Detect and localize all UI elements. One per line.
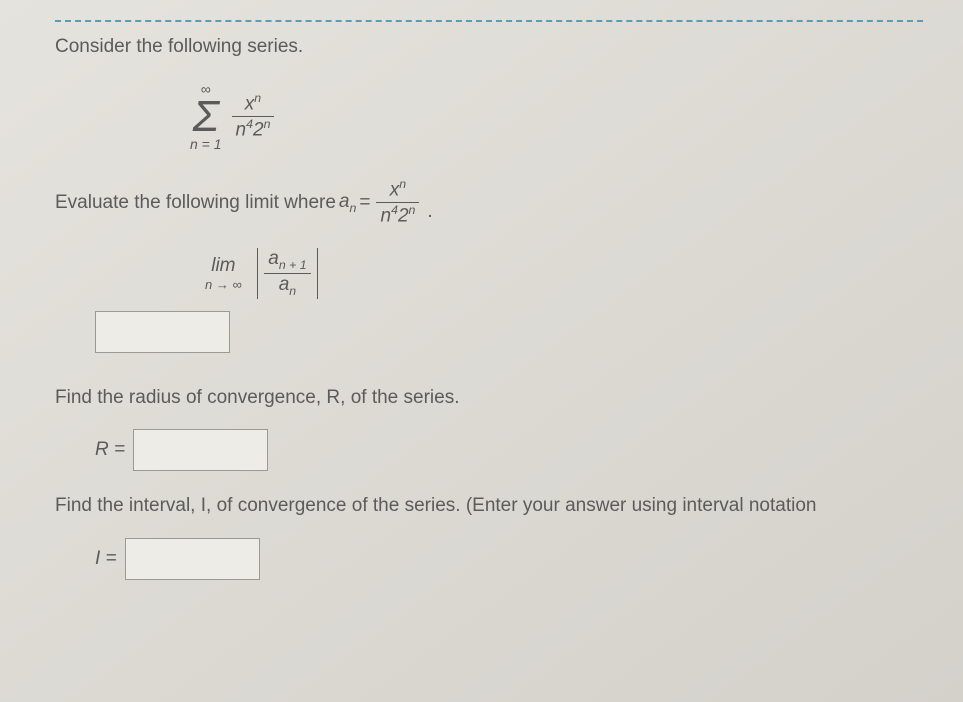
worksheet-page: Consider the following series. ∞ Σ n = 1… <box>0 0 963 702</box>
ratio-num: an + 1 <box>264 248 310 273</box>
top-dashed-border <box>55 20 923 22</box>
radius-row: R = <box>95 429 923 471</box>
radius-prompt: Find the radius of convergence, R, of th… <box>55 385 923 412</box>
limit-answer-row <box>95 311 923 353</box>
abs-left-bar <box>257 248 259 298</box>
lim-notation: lim n → ∞ <box>205 255 242 292</box>
interval-section: Find the interval, I, of convergence of … <box>55 493 923 580</box>
equals-sign: = <box>359 190 370 217</box>
denominator: n42n <box>232 117 275 142</box>
series-expression: ∞ Σ n = 1 xn n42n <box>190 81 923 153</box>
interval-input[interactable] <box>125 538 260 580</box>
numerator: xn <box>241 91 265 116</box>
interval-label: I = <box>95 548 117 570</box>
series-fraction: xn n42n <box>232 91 275 142</box>
sigma-notation: ∞ Σ n = 1 <box>190 81 222 153</box>
abs-right-bar <box>317 248 319 298</box>
evaluate-prefix: Evaluate the following limit where <box>55 190 336 217</box>
lim-text: lim <box>211 255 235 277</box>
lim-sub: n → ∞ <box>205 277 242 292</box>
limit-expression: lim n → ∞ an + 1 an <box>205 248 923 298</box>
abs-value: an + 1 an <box>257 248 318 298</box>
ratio-fraction: an + 1 an <box>264 248 310 298</box>
intro-text: Consider the following series. <box>55 34 923 61</box>
interval-row: I = <box>95 538 923 580</box>
limit-input[interactable] <box>95 311 230 353</box>
sigma-symbol: Σ <box>193 97 219 137</box>
an-denominator: n42n <box>376 203 419 228</box>
ratio-den: an <box>275 274 300 299</box>
radius-section: Find the radius of convergence, R, of th… <box>55 385 923 472</box>
a-sub-n: an <box>339 191 356 215</box>
sigma-lower: n = 1 <box>190 136 222 152</box>
evaluate-line: Evaluate the following limit where an = … <box>55 177 923 228</box>
an-fraction: xn n42n <box>376 177 419 228</box>
interval-prompt: Find the interval, I, of convergence of … <box>55 493 923 520</box>
radius-label: R = <box>95 439 125 461</box>
an-numerator: xn <box>386 177 410 202</box>
period: . <box>427 201 432 223</box>
radius-input[interactable] <box>133 429 268 471</box>
